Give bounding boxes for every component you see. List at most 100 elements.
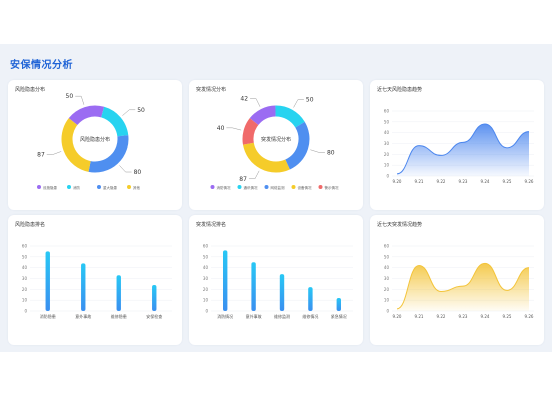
leader-line (250, 98, 261, 107)
legend-label: 警示情况 (325, 185, 339, 190)
x-tick-label: 意外事故 (246, 313, 262, 319)
leader-line (75, 95, 85, 105)
card-title: 风险隐患分布 (15, 87, 46, 93)
card-title: 突发情况分布 (196, 87, 227, 93)
card-title: 突发情况排名 (196, 222, 227, 228)
x-tick-label: 9.25 (503, 179, 512, 184)
y-tick-label: 40 (203, 265, 209, 270)
x-tick-label: 9.21 (415, 179, 424, 184)
card-title: 近七天突发情况趋势 (377, 222, 423, 228)
leader-line (310, 149, 325, 153)
area-fill (397, 124, 529, 176)
x-tick-label: 9.22 (437, 179, 446, 184)
x-tick-label: 9.23 (459, 179, 468, 184)
y-tick-label: 40 (22, 265, 28, 270)
y-tick-label: 20 (384, 152, 390, 157)
pie-slice (242, 118, 259, 145)
pie-slice (100, 106, 129, 137)
y-tick-label: 0 (386, 174, 389, 179)
y-tick-label: 0 (24, 309, 27, 314)
slice-value-label: 42 (240, 96, 248, 103)
pie-center-label: 突发情况分布 (261, 136, 291, 143)
leader-line (119, 165, 132, 173)
legend-swatch (67, 185, 71, 189)
card-title: 近七天风险隐患趋势 (377, 87, 423, 93)
x-tick-label: 维修监测 (274, 313, 290, 319)
y-tick-label: 40 (384, 265, 390, 270)
legend-swatch (264, 185, 269, 189)
y-tick-label: 20 (384, 287, 390, 292)
y-tick-label: 60 (384, 109, 390, 114)
bar (279, 274, 285, 311)
bar (308, 287, 313, 311)
legend-label: 网络监测 (271, 185, 285, 190)
pie-slice (68, 105, 105, 126)
slice-value-label: 87 (239, 176, 247, 183)
pie-slice (249, 105, 276, 126)
legend-swatch (37, 185, 41, 189)
card-title: 风险隐患排名 (15, 222, 46, 228)
legend-swatch (318, 185, 323, 189)
y-tick-label: 40 (384, 130, 390, 135)
risk-ranking-chart: 0 10 20 30 40 50 60 消防隐患 意外事故 维修隐患 安保检查 (22, 244, 172, 319)
bar (251, 262, 256, 311)
x-tick-label: 紧急情况 (331, 313, 347, 319)
legend-swatch (97, 185, 101, 189)
slice-value-label: 50 (306, 97, 314, 104)
y-tick-label: 30 (203, 276, 209, 281)
x-tick-label: 9.23 (459, 314, 468, 319)
y-tick-label: 30 (384, 276, 390, 281)
y-tick-label: 10 (22, 298, 28, 303)
x-tick-label: 安保检查 (146, 313, 162, 319)
x-tick-label: 9.21 (415, 314, 424, 319)
pie-slice (242, 142, 290, 173)
series-line (396, 123, 530, 175)
slice-value-label: 80 (134, 169, 142, 176)
y-tick-label: 30 (384, 141, 390, 146)
slice-value-label: 50 (137, 107, 145, 114)
alarm-ranking-chart: 0 10 20 30 40 50 60 消防情况 意外事故 维修监测 维修情况 紧急情况 (203, 244, 353, 319)
card-risk-trend: 近七天风险隐患趋势 0 10 20 30 40 50 60 9.20 9.21 9.22 9.23 9… (370, 80, 544, 210)
pie-slice (88, 135, 129, 173)
y-tick-label: 60 (22, 244, 28, 249)
bar (336, 298, 341, 311)
risk-trend-chart: 0 10 20 30 40 50 60 9.20 9.21 9.22 9.23 9.24 9.25 9.2… (384, 109, 534, 184)
leader-line (226, 127, 242, 131)
bar (152, 285, 157, 311)
y-tick-label: 0 (205, 309, 208, 314)
bar (116, 275, 121, 311)
leader-line (293, 99, 304, 108)
leader-line (122, 109, 136, 116)
pie-center (73, 117, 117, 161)
bar (45, 251, 50, 311)
y-tick-label: 50 (22, 254, 28, 259)
leader-line (248, 170, 260, 180)
x-tick-label: 维修隐患 (111, 313, 127, 319)
series-line (396, 262, 530, 310)
card-risk-distribution: 风险隐患分布 50 50 80 87 风险隐患分布 设施隐患 消防 重大隐患 其他 (8, 80, 182, 210)
y-tick-label: 30 (22, 276, 28, 281)
x-tick-label: 9.26 (525, 179, 534, 184)
x-tick-label: 9.24 (481, 314, 490, 319)
legend-swatch (127, 185, 131, 189)
card-alarm-trend: 近七天突发情况趋势 0 10 20 30 40 50 60 9.20 9.21 9.22 9.23 9… (370, 215, 544, 345)
slice-value-label: 87 (37, 152, 45, 159)
alarm-trend-chart: 0 10 20 30 40 50 60 9.20 9.21 9.22 9.23 9.24 9.25 9.2… (384, 244, 534, 319)
legend-label: 重大隐患 (103, 185, 117, 190)
legend-swatch (237, 185, 242, 189)
pie-center-label: 风险隐患分布 (80, 136, 110, 143)
y-tick-label: 50 (384, 254, 390, 259)
x-tick-label: 9.20 (393, 314, 402, 319)
y-tick-label: 20 (22, 287, 28, 292)
legend-label: 消防情况 (217, 185, 231, 190)
card-alarm-distribution: 突发情况分布 42 50 80 87 40 突发情况分布 消防情况 通讯情况 网络监测 设备情况 警… (189, 80, 363, 210)
pie-slice (284, 121, 310, 170)
y-tick-label: 0 (386, 309, 389, 314)
y-tick-label: 60 (203, 244, 209, 249)
legend-swatch (210, 185, 215, 189)
page-title: 安保情况分析 (10, 60, 73, 71)
x-tick-label: 9.20 (393, 179, 402, 184)
y-tick-label: 50 (203, 254, 209, 259)
